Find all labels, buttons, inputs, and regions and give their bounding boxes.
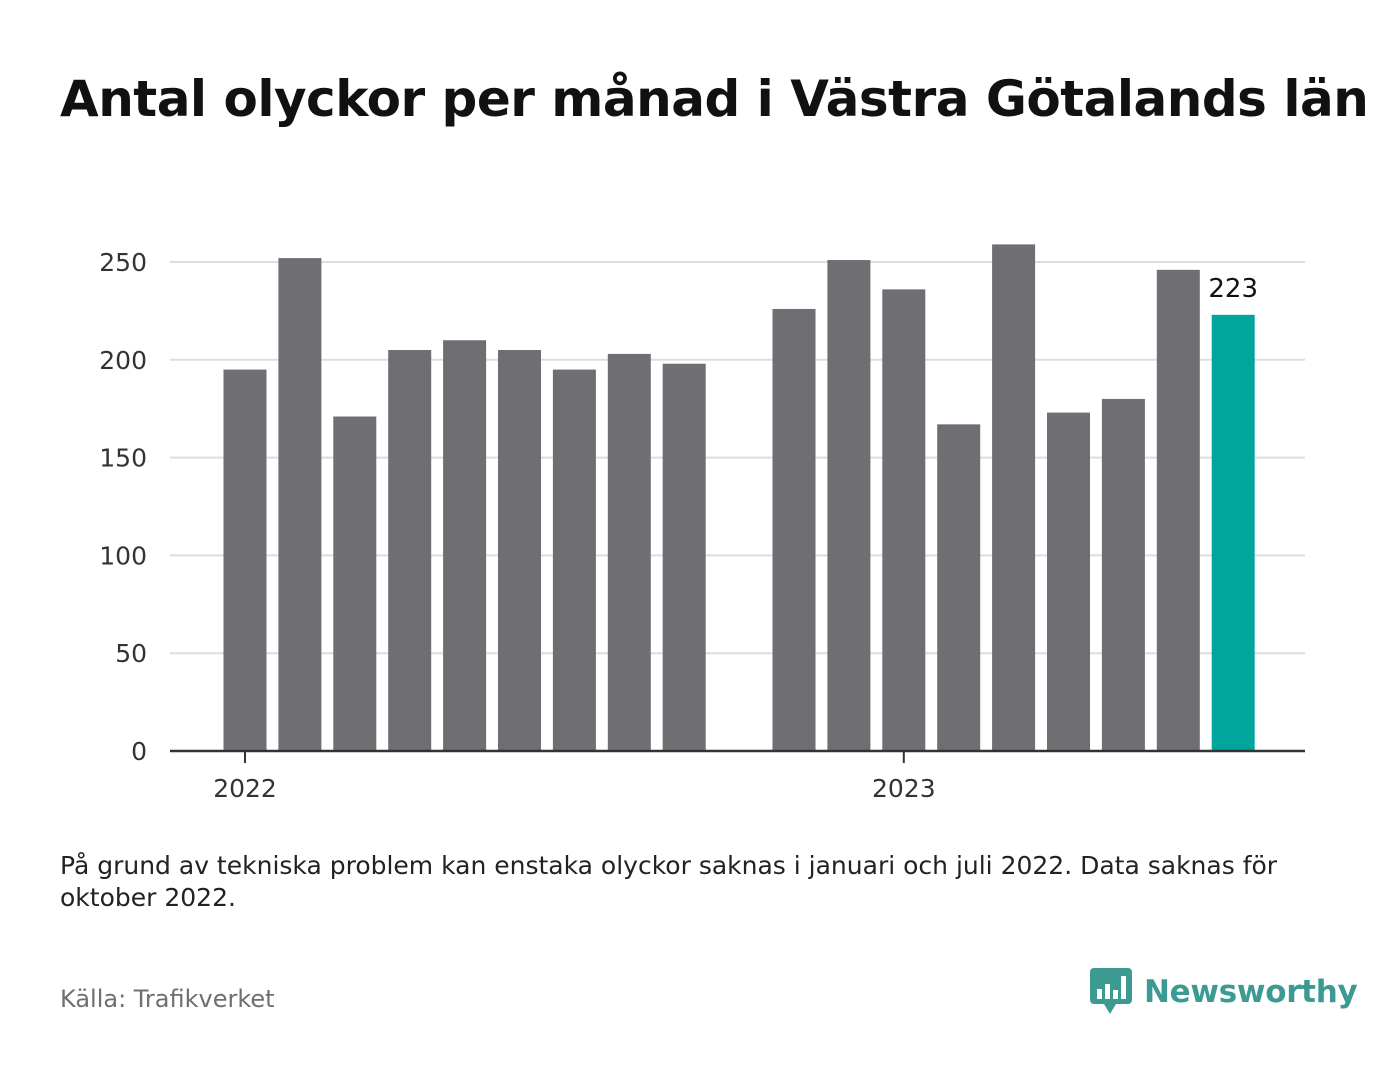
y-tick-label: 200	[99, 346, 147, 375]
y-tick-label: 250	[99, 248, 147, 277]
bar-2022-01	[223, 369, 267, 751]
bar-value-label: 223	[1208, 274, 1258, 304]
x-axis: 2022 2023	[170, 749, 1305, 803]
x-tick-label: 2022	[213, 774, 277, 803]
bar-2022-02	[278, 258, 322, 751]
chart-note: På grund av tekniska problem kan enstaka…	[60, 851, 1278, 912]
x-tick-label: 2023	[872, 774, 936, 803]
brand-logo: Newsworthy	[1090, 968, 1358, 1016]
bar-2022-04	[388, 350, 432, 751]
y-axis-ticks: 0 50 100 150 200 250	[99, 248, 147, 766]
bar-2023-01	[882, 289, 926, 751]
newsworthy-logo-icon	[1090, 968, 1132, 1014]
bar-2023-06	[1156, 269, 1200, 751]
bar-2023-05	[1101, 398, 1145, 751]
bar-2022-12	[827, 260, 871, 751]
bar-2022-11	[772, 308, 816, 751]
bar-2023-03	[992, 244, 1036, 751]
bar-2023-02	[937, 424, 981, 751]
bar-2022-03	[333, 416, 377, 751]
y-tick-label: 150	[99, 444, 147, 473]
chart-title: Antal olyckor per månad i Västra Götalan…	[60, 70, 1369, 128]
bar-chart: 0 50 100 150 200 250 2022 2023 223	[99, 244, 1305, 803]
bars	[223, 244, 1255, 751]
source-text: Källa: Trafikverket	[60, 985, 275, 1013]
bar-2023-07	[1211, 314, 1255, 751]
value-labels: 223	[1208, 274, 1258, 304]
y-tick-label: 0	[131, 737, 147, 766]
y-tick-label: 50	[115, 639, 147, 668]
bar-2022-08	[607, 353, 651, 751]
brand-name: Newsworthy	[1144, 974, 1358, 1010]
y-tick-label: 100	[99, 541, 147, 570]
bar-2022-06	[498, 350, 541, 751]
bar-2023-04	[1047, 412, 1090, 751]
bar-2022-05	[443, 340, 487, 751]
bar-2022-07	[552, 369, 596, 751]
bar-2022-09	[662, 363, 706, 751]
